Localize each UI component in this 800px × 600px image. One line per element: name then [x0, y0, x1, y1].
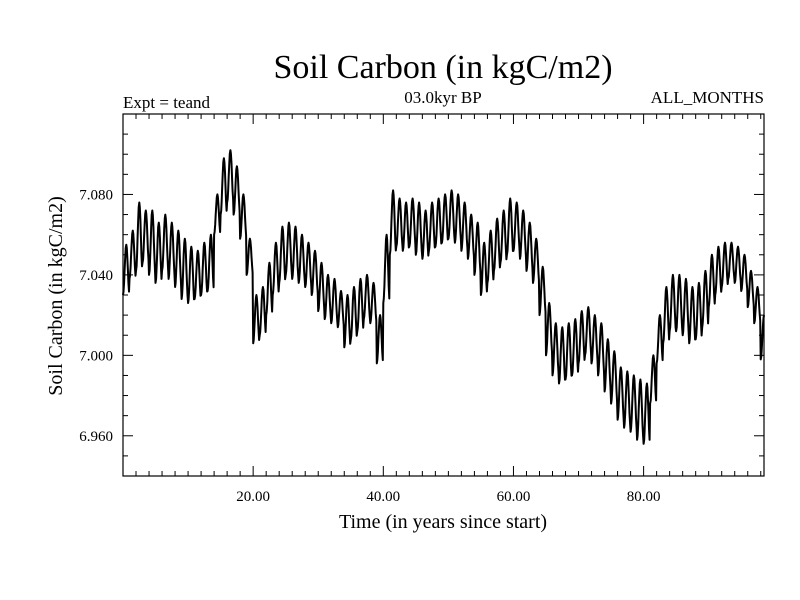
y-axis-ticks [123, 133, 764, 457]
series-line-soil-carbon [122, 149, 765, 445]
subtitle-left: Expt = teand [123, 93, 211, 112]
x-tick-label: 80.00 [627, 489, 661, 505]
x-tick-label: 60.00 [497, 489, 531, 505]
x-axis-label: Time (in years since start) [339, 511, 547, 533]
x-axis-ticks [135, 114, 762, 476]
subtitle-right: ALL_MONTHS [651, 88, 764, 107]
x-tick-label: 20.00 [236, 489, 270, 505]
x-tick-label: 40.00 [366, 489, 400, 505]
chart-title: Soil Carbon (in kgC/m2) [273, 49, 612, 86]
subtitle-center: 03.0kyr BP [404, 88, 481, 107]
y-tick-label: 6.960 [79, 429, 113, 445]
y-tick-label: 7.040 [79, 268, 113, 284]
y-axis-tick-labels: 6.960 7.000 7.040 7.080 [79, 187, 113, 444]
x-axis-tick-labels: 20.00 40.00 60.00 80.00 [236, 489, 660, 505]
y-tick-label: 7.000 [79, 348, 113, 364]
y-axis-label: Soil Carbon (in kgC/m2) [45, 196, 67, 395]
y-tick-label: 7.080 [79, 187, 113, 203]
